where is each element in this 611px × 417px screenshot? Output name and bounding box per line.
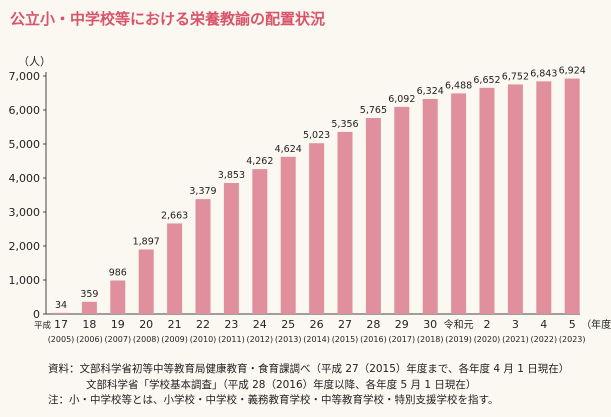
note-definition: 注：小・中学校等とは、小学校・中学校・義務教育学校・中等教育学校・特別支援学校を…: [48, 394, 499, 406]
bar: [309, 143, 325, 314]
bar-value-label: 5,356: [331, 119, 358, 130]
x-tick-sublabel: (2015): [332, 335, 359, 344]
x-tick-sublabel: (2022): [530, 335, 557, 344]
x-tick-sublabel: (2014): [303, 335, 330, 344]
bar: [110, 280, 126, 314]
bar-value-label: 6,324: [417, 86, 444, 97]
bar-value-label: 4,624: [275, 144, 302, 155]
x-tick-sublabel: (2007): [104, 335, 131, 344]
x-tick-label: 27: [338, 318, 352, 331]
y-axis-unit-label: （人）: [18, 55, 51, 68]
bar-value-label: 5,765: [360, 105, 387, 116]
bar-value-label: 3,379: [189, 186, 216, 197]
x-tick-label: 30: [423, 318, 437, 331]
bar-value-label: 359: [80, 289, 98, 300]
bar: [536, 81, 552, 314]
bar: [252, 169, 268, 314]
y-tick-label: 7,000: [9, 70, 41, 83]
bar: [195, 199, 211, 314]
bar: [507, 84, 523, 314]
x-tick-label: 5: [569, 318, 576, 331]
source-notes: 資料：文部科学省初等中等教育局健康教育・食育課調べ（平成 27（2015）年度ま…: [48, 362, 569, 409]
x-tick-sublabel: (2019): [445, 335, 472, 344]
bar-value-label: 6,752: [502, 71, 529, 82]
x-tick-label: 17: [54, 318, 68, 331]
bar: [337, 131, 353, 314]
x-tick-label: 26: [310, 318, 324, 331]
x-tick-sublabel: (2013): [275, 335, 302, 344]
x-tick-sublabel: (2012): [246, 335, 273, 344]
x-tick-sublabel: (2011): [218, 335, 245, 344]
bar: [138, 249, 154, 314]
bar: [81, 301, 97, 314]
bar-value-label: 2,663: [161, 210, 188, 221]
x-tick-sublabel: (2005): [48, 335, 75, 344]
x-tick-sublabel: (2020): [474, 335, 501, 344]
x-tick-sublabel: (2008): [133, 335, 160, 344]
x-tick-label: 29: [395, 318, 409, 331]
x-tick-label: 24: [253, 318, 267, 331]
x-axis-unit-label: （年度）: [581, 318, 611, 331]
bar-value-label: 6,488: [445, 80, 472, 91]
bar: [479, 87, 495, 314]
bar-value-label: 6,092: [388, 94, 415, 105]
bar: [394, 106, 410, 314]
x-tick-label: 令和元: [444, 318, 474, 331]
bar: [167, 223, 183, 314]
bar: [365, 117, 381, 315]
y-tick-label: 2,000: [9, 240, 41, 253]
x-tick-sublabel: (2018): [417, 335, 444, 344]
bar: [422, 98, 438, 314]
x-tick-label: 22: [196, 318, 210, 331]
bar-value-label: 1,897: [133, 237, 160, 248]
y-tick-label: 3,000: [9, 206, 41, 219]
x-tick-label: 20: [139, 318, 153, 331]
bar: [451, 93, 467, 315]
bar-chart: （人） 0 1,000 2,000 3,000 4,000 5,000 6,000 7,000 3…: [9, 55, 611, 344]
x-tick-sublabel: (2016): [360, 335, 387, 344]
y-tick-label: 5,000: [9, 138, 41, 151]
bar-value-label: 6,924: [559, 66, 586, 77]
x-tick-label: 25: [281, 318, 295, 331]
bar-value-label: 3,853: [218, 170, 245, 181]
bar: [564, 78, 580, 314]
note-source-2: 文部科学省「学校基本調査」（平成 28（2016）年度以降、各年度 5 月 1 …: [86, 378, 477, 391]
x-tick-sublabel: (2023): [559, 335, 586, 344]
bar-value-label: 4,262: [246, 156, 273, 167]
bar-value-label: 34: [55, 300, 67, 311]
x-tick-label: 4: [540, 318, 547, 331]
bar-value-label: 6,652: [473, 75, 500, 86]
y-tick-label: 6,000: [9, 104, 41, 117]
era-label: 平成: [34, 320, 52, 331]
bar: [280, 156, 296, 314]
x-tick-label: 21: [168, 318, 182, 331]
page-title: 公立小・中学校等における栄養教諭の配置状況: [10, 10, 326, 28]
bar-value-label: 5,023: [303, 130, 330, 141]
x-tick-label: 23: [224, 318, 238, 331]
x-tick-sublabel: (2017): [388, 335, 415, 344]
x-tick-sublabel: (2006): [76, 335, 103, 344]
y-tick-label: 4,000: [9, 172, 41, 185]
y-tick-label: 0: [33, 308, 40, 321]
x-tick-sublabel: (2021): [502, 335, 529, 344]
x-tick-label: 2: [484, 318, 491, 331]
y-tick-label: 1,000: [9, 274, 41, 287]
x-tick-label: 28: [366, 318, 380, 331]
x-tick-sublabel: (2009): [161, 335, 188, 344]
bar-value-label: 986: [109, 267, 127, 278]
bar: [53, 312, 69, 314]
x-tick-label: 19: [111, 318, 125, 331]
x-tick-label: 3: [512, 318, 519, 331]
bar-value-label: 6,843: [530, 68, 557, 79]
note-source-1: 資料：文部科学省初等中等教育局健康教育・食育課調べ（平成 27（2015）年度ま…: [48, 363, 570, 375]
x-tick-label: 18: [82, 318, 96, 331]
bar: [223, 182, 239, 314]
x-tick-sublabel: (2010): [190, 335, 217, 344]
